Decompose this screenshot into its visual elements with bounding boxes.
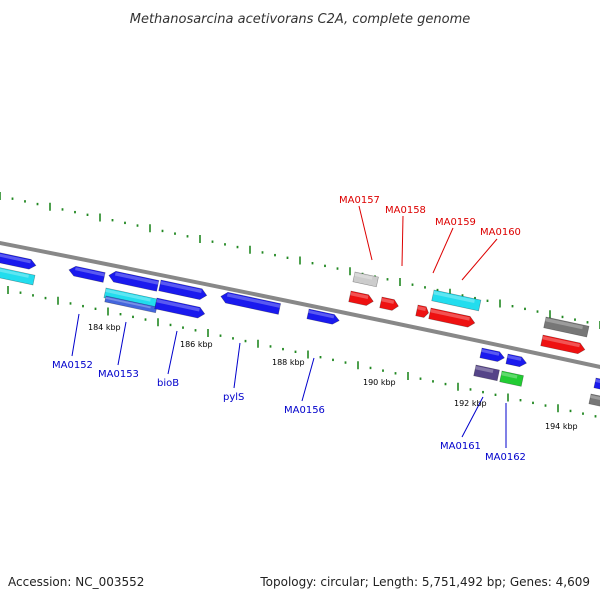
map-title: Methanosarcina acetivorans C2A, complete… [130,12,471,27]
gene-label-ma0162[interactable]: MA0162 [485,452,526,463]
gene-label-ma0153[interactable]: MA0153 [98,369,139,380]
scale-label-188kbp: 188 kbp [272,358,305,367]
gene-feature-biob[interactable] [154,297,206,319]
gene-feature-ma0158[interactable] [379,296,400,312]
gene-feature-blue[interactable] [108,270,160,292]
label-leader-line [167,330,178,375]
gene-feature-gray[interactable] [543,316,590,338]
gene-label-ma0159[interactable]: MA0159 [435,217,476,228]
scale-label-194kbp: 194 kbp [545,422,578,431]
gene-feature-blue[interactable] [505,353,528,368]
gene-label-pyls[interactable]: pylS [223,392,244,403]
gene-label-ma0161[interactable]: MA0161 [440,441,481,452]
gene-feature-blue[interactable] [68,265,106,283]
accession-text: Accession: NC_003552 [8,575,144,589]
gene-feature-ma0157-red[interactable] [348,290,375,307]
scale-label-186kbp: 186 kbp [180,340,213,349]
label-leader-line [401,215,404,267]
label-leader-line [233,342,241,389]
label-leader-line [71,313,80,357]
gene-label-ma0156[interactable]: MA0156 [284,405,325,416]
gene-feature-pyls[interactable] [220,291,282,315]
label-leader-line [461,238,498,281]
gene-feature-ma0156[interactable] [306,308,340,326]
gene-feature-ma0153-part[interactable] [104,295,158,314]
scale-label-190kbp: 190 kbp [363,378,396,387]
label-leader-line [117,321,127,366]
label-leader-lines [71,205,507,448]
label-leader-line [301,357,315,402]
gene-feature-ma0161[interactable] [473,364,500,382]
gene-feature-left-blue[interactable] [0,250,37,270]
gene-feature-right-blue[interactable] [593,377,600,392]
inner-tick-track [7,286,597,418]
gene-label-ma0158[interactable]: MA0158 [385,205,426,216]
gene-feature-red[interactable] [540,334,586,355]
label-leader-line [358,205,373,261]
gene-feature-ma0162[interactable] [499,370,524,387]
gene-feature-ma0159-small[interactable] [415,304,430,318]
genome-summary-text: Topology: circular; Length: 5,751,492 bp… [259,575,590,589]
label-leader-line [432,227,454,274]
gene-feature-ma0159[interactable] [431,289,482,312]
gene-label-ma0157[interactable]: MA0157 [339,195,380,206]
gene-label-ma0152[interactable]: MA0152 [52,360,93,371]
gene-feature-ma0160[interactable] [428,307,476,328]
scale-label-192kbp: 192 kbp [454,399,487,408]
gene-feature-blue[interactable] [479,347,506,363]
gene-feature-left-cyan[interactable] [0,265,36,286]
gene-label-ma0160[interactable]: MA0160 [480,227,521,238]
label-leader-line [461,396,484,438]
genome-backbone [0,240,600,369]
gene-feature-ma0157[interactable] [352,271,379,288]
gene-feature-biob-track[interactable] [158,279,208,301]
scale-label-184kbp: 184 kbp [88,323,121,332]
gene-features [0,250,600,409]
gene-feature-right-gray[interactable] [588,393,600,409]
gene-label-biob[interactable]: bioB [157,378,179,389]
